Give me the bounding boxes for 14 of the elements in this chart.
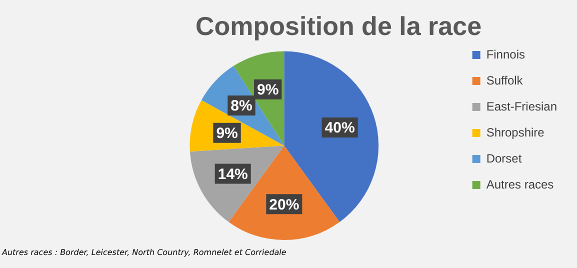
data-label: 40% (324, 120, 355, 137)
data-label: 8% (230, 98, 252, 115)
legend-label: Shropshire (486, 125, 545, 140)
text: Autres races : Border, Leicester, North Country, Romnelet et Corriedale (2, 248, 286, 257)
chart-title: Composition de la race (195, 10, 482, 41)
legend-label: East-Friesian (486, 99, 557, 114)
data-label: 14% (218, 166, 248, 183)
legend-label: Suffolk (486, 73, 524, 88)
data-label: 20% (269, 196, 300, 214)
data-label: 9% (216, 124, 238, 142)
legend-label: Dorset (486, 151, 522, 166)
data-label: 9% (256, 82, 279, 99)
legend-label: Autres races (486, 177, 554, 192)
legend-label: Finnois (486, 47, 525, 62)
